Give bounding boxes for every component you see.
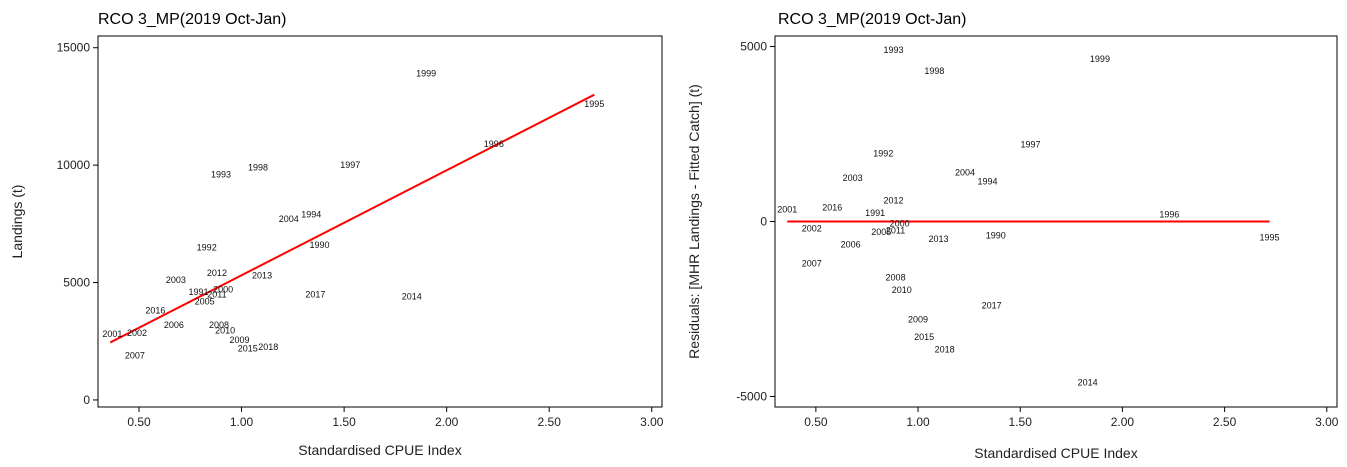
data-point-label: 1991 [865, 208, 885, 218]
x-tick-label: 0.50 [804, 415, 828, 429]
data-point-label: 2008 [209, 320, 229, 330]
data-point-label: 2014 [1078, 378, 1098, 388]
data-point-label: 2013 [928, 234, 948, 244]
x-axis-label: Standardised CPUE Index [974, 445, 1137, 461]
data-point-label: 2002 [802, 224, 822, 234]
data-point-label: 2004 [279, 214, 299, 224]
residuals-vs-cpue-panel: RCO 3_MP(2019 Oct-Jan) 0.50 1.00 1.50 2.00 2.… [686, 11, 1339, 461]
y-tick-label: 5000 [740, 40, 767, 54]
data-point-label: 1997 [340, 160, 360, 170]
x-tick-label: 1.50 [332, 415, 356, 429]
data-point-label: 2002 [127, 328, 147, 338]
data-point-label: 2018 [258, 342, 278, 352]
x-tick-label: 1.50 [1009, 415, 1033, 429]
x-tick-label: 2.50 [538, 415, 562, 429]
data-point-label: 2011 [886, 225, 905, 235]
data-point-label: 2015 [914, 332, 934, 342]
y-tick-label: 15000 [57, 41, 91, 55]
x-tick-label: 3.00 [640, 415, 664, 429]
y-tick-label: 5000 [63, 276, 90, 290]
data-point-label: 1992 [873, 148, 893, 158]
data-point-label: 2001 [777, 204, 797, 214]
data-point-label: 2009 [229, 335, 249, 345]
data-point-label: 1998 [248, 162, 268, 172]
y-tick-label: 10000 [57, 158, 91, 172]
data-point-label: 2005 [195, 296, 215, 306]
data-point-label: 2007 [125, 350, 145, 360]
data-point-label: 2010 [892, 285, 912, 295]
x-axis-label: Standardised CPUE Index [298, 442, 461, 458]
x-tick-label: 2.00 [435, 415, 459, 429]
data-point-label: 1994 [978, 176, 998, 186]
data-point-label: 2009 [908, 315, 928, 325]
data-point-label: 2006 [841, 239, 861, 249]
data-point-label: 1991 [188, 287, 208, 297]
x-tick-label: 2.50 [1213, 415, 1237, 429]
data-point-label: 2006 [164, 320, 184, 330]
data-point-label: 1995 [584, 99, 604, 109]
data-point-label: 2007 [802, 259, 822, 269]
data-point-label: 2008 [886, 273, 906, 283]
data-point-label: 1996 [484, 139, 504, 149]
data-point-label: 2000 [213, 285, 233, 295]
data-point-label: 2015 [238, 343, 258, 353]
data-point-label: 1996 [1159, 210, 1179, 220]
y-tick-label: 0 [83, 393, 90, 407]
data-point-label: 2003 [843, 173, 863, 183]
chart-title: RCO 3_MP(2019 Oct-Jan) [98, 11, 287, 28]
data-point-label: 1999 [416, 69, 436, 79]
y-tick-label: -5000 [736, 390, 767, 404]
fit-line [109, 93, 595, 344]
plot-frame [97, 35, 663, 408]
data-point-label: 2016 [822, 203, 842, 213]
data-point-label: 1995 [1260, 232, 1280, 242]
data-point-label: 1997 [1020, 140, 1040, 150]
data-point-label: 1998 [924, 66, 944, 76]
landings-vs-cpue-panel: RCO 3_MP(2019 Oct-Jan) 0.50 1.00 1.50 2.00 2.… [9, 11, 664, 458]
y-axis-label: Landings (t) [9, 185, 25, 259]
y-tick-label: 0 [760, 215, 767, 229]
data-point-label: 2016 [145, 306, 165, 316]
data-point-label: 1993 [211, 170, 231, 180]
data-point-label: 2000 [890, 218, 910, 228]
x-tick-label: 0.50 [127, 415, 151, 429]
data-point-label: 1990 [309, 240, 329, 250]
data-point-label: 2017 [982, 301, 1002, 311]
data-point-label: 2010 [215, 326, 235, 336]
data-point-label: 2012 [207, 268, 227, 278]
data-point-label: 1990 [986, 231, 1006, 241]
data-point-label: 2012 [884, 196, 904, 206]
data-point-label: 2011 [207, 289, 226, 299]
y-axis-label: Residuals: [MHR Landings - Fitted Catch]… [686, 84, 702, 359]
x-tick-label: 1.00 [230, 415, 254, 429]
data-point-label: 2001 [102, 329, 122, 339]
data-point-label: 1992 [197, 242, 217, 252]
data-point-label: 2018 [935, 344, 955, 354]
data-point-label: 1994 [301, 209, 321, 219]
data-point-label: 2017 [305, 289, 325, 299]
data-point-label: 2003 [166, 275, 186, 285]
data-point-label: 2005 [871, 227, 891, 237]
data-point-label: 2004 [955, 168, 975, 178]
x-tick-label: 3.00 [1315, 415, 1339, 429]
chart-title: RCO 3_MP(2019 Oct-Jan) [778, 11, 967, 28]
data-point-label: 1993 [884, 45, 904, 55]
x-tick-label: 1.00 [906, 415, 930, 429]
data-point-label: 2014 [402, 292, 422, 302]
data-point-label: 1999 [1090, 54, 1110, 64]
data-point-label: 2013 [252, 271, 272, 281]
x-tick-label: 2.00 [1111, 415, 1135, 429]
